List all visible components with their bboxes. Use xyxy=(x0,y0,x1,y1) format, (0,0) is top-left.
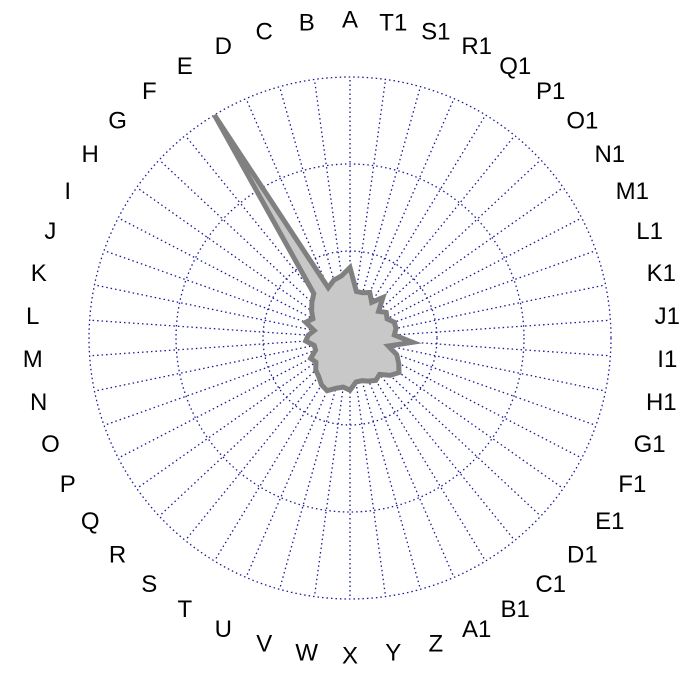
category-label-n: N xyxy=(30,389,47,416)
grid-spoke-a1 xyxy=(349,337,455,578)
grid-spoke-w xyxy=(313,337,351,597)
radar-grid xyxy=(88,76,612,600)
category-label-o1: O1 xyxy=(566,107,598,134)
grid-spoke-c xyxy=(278,86,351,339)
category-label-y: Y xyxy=(385,640,401,667)
category-label-f1: F1 xyxy=(618,471,646,498)
grid-ring xyxy=(88,76,612,600)
grid-spoke-r xyxy=(158,337,351,517)
category-label-q: Q xyxy=(81,508,100,535)
category-label-p1: P1 xyxy=(536,78,565,105)
category-label-i1: I1 xyxy=(657,346,677,373)
category-label-d: D xyxy=(215,33,232,60)
category-label-p: P xyxy=(60,471,76,498)
grid-spoke-y xyxy=(349,337,387,597)
series-polygon xyxy=(212,113,422,394)
grid-spoke-t xyxy=(213,337,351,562)
category-label-r1: R1 xyxy=(461,33,492,60)
category-label-u: U xyxy=(215,616,232,643)
category-label-o: O xyxy=(41,431,60,458)
category-label-s: S xyxy=(141,571,157,598)
category-label-n1: N1 xyxy=(594,141,625,168)
category-label-m: M xyxy=(23,346,43,373)
grid-spoke-m xyxy=(89,337,351,357)
grid-spoke-i xyxy=(117,217,351,339)
grid-spoke-u xyxy=(245,337,351,578)
category-label-k1: K1 xyxy=(647,260,676,287)
category-label-d1: D1 xyxy=(567,542,598,569)
grid-spoke-k1 xyxy=(349,284,606,339)
grid-spoke-p1 xyxy=(349,135,516,339)
category-label-x: X xyxy=(342,643,358,670)
category-label-c1: C1 xyxy=(535,571,566,598)
grid-spoke-q1 xyxy=(349,114,487,339)
category-label-s1: S1 xyxy=(421,18,450,45)
category-label-i: I xyxy=(64,178,71,205)
grid-spoke-t1 xyxy=(349,79,387,339)
grid-spoke-v xyxy=(278,337,351,590)
category-label-e1: E1 xyxy=(595,508,624,535)
category-label-q1: Q1 xyxy=(499,53,531,80)
grid-spoke-m1 xyxy=(349,217,583,339)
grid-spoke-d xyxy=(245,98,351,339)
category-label-t1: T1 xyxy=(379,10,407,37)
category-label-g1: G1 xyxy=(634,431,666,458)
grid-spoke-n1 xyxy=(349,186,564,339)
category-label-h: H xyxy=(82,141,99,168)
category-label-z: Z xyxy=(428,631,443,658)
grid-spoke-j xyxy=(103,249,351,339)
grid-spoke-h1 xyxy=(349,337,606,392)
grid-spoke-l1 xyxy=(349,249,597,339)
grid-spoke-d1 xyxy=(349,337,542,517)
grid-spoke-f xyxy=(184,135,351,339)
category-label-j: J xyxy=(44,218,56,245)
grid-spoke-o xyxy=(103,337,351,427)
category-label-c: C xyxy=(256,18,273,45)
grid-spoke-j1 xyxy=(349,319,611,339)
category-label-r: R xyxy=(109,542,126,569)
category-label-a: A xyxy=(342,7,358,34)
radar-series xyxy=(212,113,422,394)
category-label-v: V xyxy=(256,631,272,658)
grid-spoke-s1 xyxy=(349,86,422,339)
category-label-b: B xyxy=(299,10,315,37)
grid-ring xyxy=(175,163,525,513)
grid-spoke-o1 xyxy=(349,159,542,339)
category-label-f: F xyxy=(142,78,157,105)
grid-spoke-i1 xyxy=(349,337,611,357)
grid-spoke-b xyxy=(313,79,351,339)
grid-spoke-l xyxy=(89,319,351,339)
grid-spoke-g xyxy=(158,159,351,339)
category-label-t: T xyxy=(177,596,192,623)
grid-spoke-e1 xyxy=(349,337,564,490)
grid-spoke-r1 xyxy=(349,98,455,339)
category-label-b1: B1 xyxy=(501,596,530,623)
category-label-m1: M1 xyxy=(616,178,649,205)
category-label-e: E xyxy=(177,53,193,80)
grid-spoke-k xyxy=(94,284,351,339)
grid-spoke-f1 xyxy=(349,337,583,459)
grid-spoke-n xyxy=(94,337,351,392)
grid-spoke-g1 xyxy=(349,337,597,427)
grid-spoke-p xyxy=(117,337,351,459)
grid-spoke-b1 xyxy=(349,337,487,562)
category-label-h1: H1 xyxy=(646,389,677,416)
grid-spoke-z xyxy=(349,337,422,590)
category-label-w: W xyxy=(295,640,318,667)
category-label-l1: L1 xyxy=(636,218,663,245)
grid-spoke-h xyxy=(136,186,351,339)
grid-spoke-s xyxy=(184,337,351,541)
category-label-g: G xyxy=(108,107,127,134)
category-label-j1: J1 xyxy=(655,303,680,330)
grid-spoke-q xyxy=(136,337,351,490)
category-label-k: K xyxy=(31,260,47,287)
category-label-l: L xyxy=(26,303,39,330)
grid-spoke-c1 xyxy=(349,337,516,541)
category-label-a1: A1 xyxy=(462,616,491,643)
